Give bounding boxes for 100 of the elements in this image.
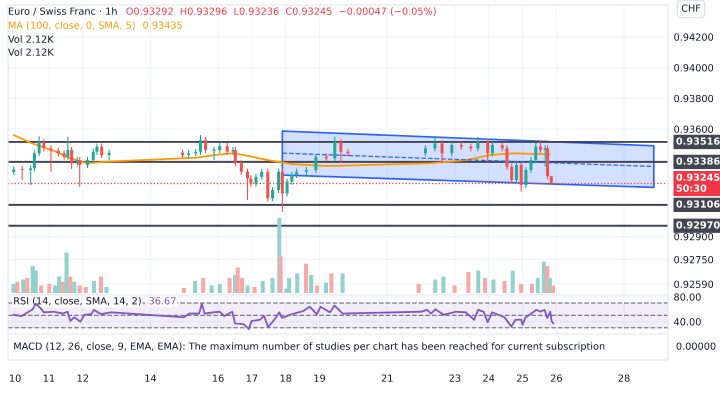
bar — [72, 282, 76, 293]
bar — [530, 284, 534, 293]
bar — [329, 274, 334, 293]
candlestick — [204, 136, 208, 154]
bar — [536, 278, 540, 293]
y-tick-label: 0.94000 — [674, 64, 714, 72]
x-tick-label: 11 — [44, 374, 54, 382]
ref-line-label: 0.93106 — [676, 200, 720, 208]
candlestick — [246, 168, 250, 201]
annotation: O0.93292 H0.93296 L0.93236 C0.93245 −0.00047 (−0.05%) — [126, 7, 436, 16]
candlestick — [510, 163, 514, 184]
x-tick-label: 17 — [246, 374, 258, 382]
candlestick — [490, 141, 494, 157]
x-tick-label: 18 — [280, 374, 292, 382]
bar — [476, 270, 480, 293]
candlestick — [234, 146, 237, 167]
candlestick — [108, 149, 111, 161]
bar — [11, 284, 16, 293]
bar — [466, 272, 470, 293]
candlestick — [500, 141, 504, 152]
y-tick-label: 0.93800 — [674, 94, 714, 102]
x-tick-label: 28 — [618, 374, 630, 382]
bar — [64, 252, 69, 293]
candlestick — [280, 168, 284, 212]
candlestick — [529, 156, 533, 174]
bar — [92, 281, 96, 293]
bar — [287, 278, 292, 293]
ref-line-label: 0.93245 50:30 — [676, 174, 720, 192]
bar — [304, 264, 308, 293]
candlestick — [314, 153, 318, 174]
candlestick — [78, 156, 82, 188]
candlestick — [218, 142, 222, 154]
candlestick — [212, 146, 216, 161]
bar — [324, 282, 328, 293]
text: MA (100, close, 0, SMA, 5) — [8, 21, 135, 30]
x-tick-label: 24 — [483, 374, 494, 382]
bar — [416, 284, 421, 293]
bar — [228, 278, 232, 293]
bar — [99, 276, 104, 293]
candlestick — [524, 166, 528, 189]
bar — [104, 287, 108, 293]
bar — [441, 276, 446, 293]
candlestick — [66, 136, 70, 160]
candlestick — [339, 138, 342, 164]
bar — [47, 284, 52, 293]
candlestick — [450, 141, 454, 157]
bar — [314, 286, 319, 293]
candlestick — [440, 140, 444, 164]
text: CHF — [682, 4, 700, 12]
ref-line-label: 0.93386 — [676, 157, 720, 165]
chart-title: Euro / Swiss Franc · 1h — [8, 7, 117, 16]
annotation: Vol 2.12K — [8, 35, 54, 43]
bar — [15, 282, 20, 293]
y-tick-label: 40.00 — [674, 318, 701, 326]
candlestick — [486, 138, 490, 162]
annotation: 36.67 — [149, 297, 176, 304]
bar — [433, 280, 438, 293]
candlestick — [277, 168, 280, 194]
bar — [245, 286, 250, 293]
x-tick-label: 12 — [78, 374, 88, 382]
bar — [25, 278, 30, 293]
bar — [491, 280, 496, 293]
bar — [482, 278, 488, 293]
x-tick-label: 21 — [382, 374, 393, 382]
y-tick-label: 0.92590 — [674, 280, 714, 288]
x-tick-label: 16 — [212, 374, 224, 382]
x-tick-label: 10 — [10, 374, 21, 382]
candlestick — [42, 138, 46, 152]
candlestick — [271, 186, 274, 202]
bar — [550, 286, 556, 293]
candlestick — [12, 166, 16, 176]
candlestick — [469, 143, 472, 152]
candlestick — [295, 168, 298, 179]
candlestick — [333, 136, 336, 162]
bar — [193, 281, 198, 293]
annotation: Vol 2.12K — [8, 48, 54, 56]
candlestick — [240, 160, 243, 176]
candlestick — [286, 178, 289, 197]
y-tick-label: 0.92900 — [674, 232, 714, 240]
ref-line-label: 0.92970 — [676, 221, 720, 229]
candlestick — [100, 143, 104, 159]
candlestick — [424, 144, 427, 157]
bar — [84, 287, 88, 293]
candlestick — [505, 144, 508, 170]
candlestick — [194, 148, 198, 157]
bar — [252, 287, 257, 293]
bar — [510, 270, 515, 293]
y-tick-label: 0.94200 — [674, 33, 714, 41]
bar — [182, 288, 186, 293]
bar — [519, 284, 524, 293]
bar — [340, 274, 345, 293]
candlestick — [198, 134, 202, 156]
candlestick — [86, 156, 90, 169]
text: MACD (12, 26, close, 9, EMA, EMA): The maximum number of studies per chart has been reached for current subscription — [14, 342, 604, 352]
x-tick-label: 14 — [145, 374, 156, 382]
bar — [502, 281, 507, 293]
text: 0.00000 — [676, 342, 716, 350]
candlestick — [433, 136, 436, 152]
bar — [218, 284, 222, 293]
x-tick-label: 19 — [314, 374, 326, 382]
